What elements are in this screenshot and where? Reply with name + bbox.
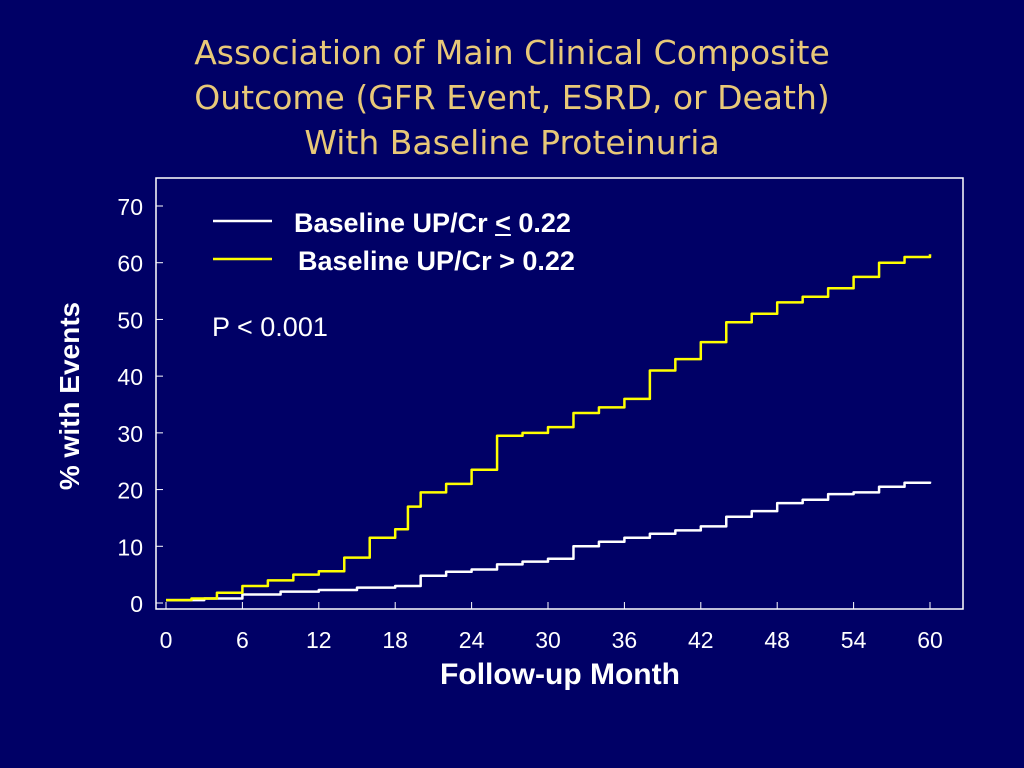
plot-area <box>155 177 964 610</box>
y-tick-label: 10 <box>117 534 143 560</box>
x-tick-label: 48 <box>764 627 790 653</box>
slide-title: Association of Main Clinical Composite O… <box>0 30 1024 165</box>
y-tick-label: 30 <box>117 421 143 447</box>
x-tick-label: 36 <box>612 627 638 653</box>
x-axis: 0 6 12 18 24 30 36 42 48 54 60 <box>160 602 943 653</box>
p-value-annotation: P < 0.001 <box>212 312 328 342</box>
legend-label-low-prefix: Baseline UP/Cr <box>294 208 496 238</box>
y-axis: 0 10 20 30 40 50 60 70 <box>117 194 163 617</box>
title-line-1: Association of Main Clinical Composite <box>194 33 830 72</box>
x-tick-label: 12 <box>306 627 332 653</box>
title-line-2: Outcome (GFR Event, ESRD, or Death) <box>194 78 830 117</box>
series-line-low <box>166 481 932 602</box>
y-tick-label: 60 <box>117 251 143 277</box>
legend-label-high-text: Baseline UP/Cr > 0.22 <box>298 246 575 276</box>
x-tick-label: 24 <box>459 627 485 653</box>
title-line-3: With Baseline Proteinuria <box>304 123 720 162</box>
x-tick-label: 18 <box>382 627 408 653</box>
x-tick-label: 30 <box>535 627 561 653</box>
series-group <box>166 254 932 602</box>
x-axis-label: Follow-up Month <box>440 658 680 691</box>
y-tick-label: 40 <box>117 364 143 390</box>
y-tick-label: 50 <box>117 307 143 333</box>
x-tick-label: 42 <box>688 627 714 653</box>
x-tick-label: 54 <box>841 627 867 653</box>
x-tick-label: 0 <box>160 627 173 653</box>
series-line-high <box>166 254 932 602</box>
y-tick-label: 20 <box>117 478 143 504</box>
legend-label-high: Baseline UP/Cr > 0.22 <box>298 246 575 277</box>
y-axis-label: % with Events <box>54 301 85 491</box>
y-tick-label: 0 <box>130 591 143 617</box>
legend-label-low-suffix: 0.22 <box>510 208 571 238</box>
x-tick-label: 6 <box>236 627 249 653</box>
legend-label-low: Baseline UP/Cr < 0.22 <box>294 208 571 239</box>
y-tick-label: 70 <box>117 194 143 220</box>
x-tick-label: 60 <box>917 627 943 653</box>
legend-label-low-symbol: < <box>495 208 511 238</box>
